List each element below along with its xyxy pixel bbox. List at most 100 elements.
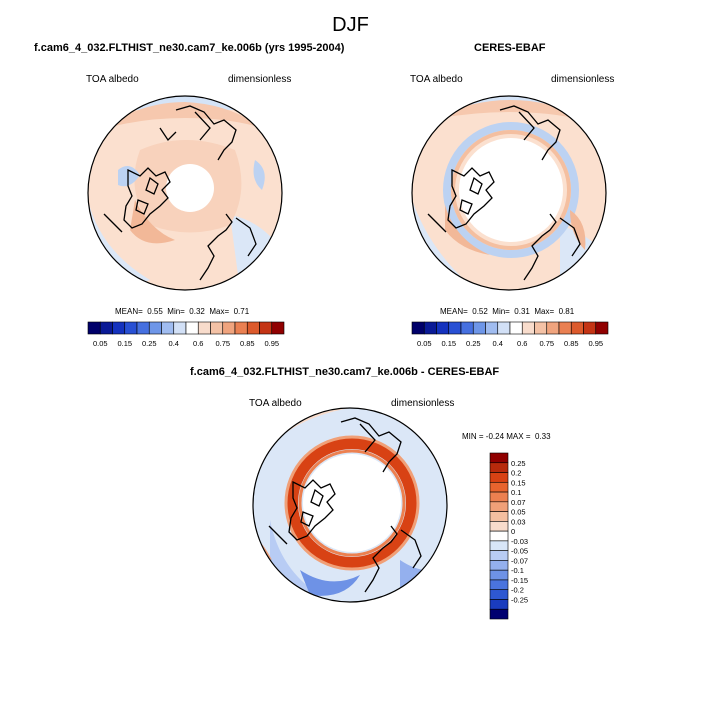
panel1-colorbar-swatch: [173, 321, 187, 335]
panel1-colorbar-tick-label: 0.6: [193, 339, 203, 348]
panel3-colorbar-swatch: [489, 491, 509, 503]
panel1-colorbar-tick-label: 0.15: [117, 339, 132, 348]
panel1-mean: 0.55: [147, 307, 163, 316]
panel3-colorbar-swatch: [489, 608, 509, 620]
panel1-right-label: dimensionless: [228, 74, 292, 85]
panel1-colorbar-swatch: [136, 321, 150, 335]
panel3-colorbar-tick-label: 0.15: [511, 478, 526, 487]
panel1-colorbar-swatch: [210, 321, 224, 335]
panel3-colorbar-tick-label: 0.25: [511, 459, 526, 468]
panel3-colorbar-tick-label: 0.07: [511, 498, 526, 507]
panel2-colorbar-tick-label: 0.15: [441, 339, 456, 348]
panel1-colorbar-swatch: [246, 321, 260, 335]
panel1-colorbar-tick-label: 0.85: [240, 339, 255, 348]
panel1-colorbar-swatch: [222, 321, 236, 335]
panel1-colorbar-swatch: [197, 321, 211, 335]
panel2-max: 0.81: [558, 307, 575, 316]
panel3-colorbar-swatch: [489, 462, 509, 473]
panel1-colorbar-tick-label: 0.4: [169, 339, 179, 348]
panel1-stats: MEAN= 0.55 Min= 0.32 Max= 0.71: [115, 307, 249, 316]
panel1-colorbar-swatch: [271, 321, 285, 335]
panel1-colorbar-swatch: [112, 321, 126, 335]
panel3-colorbar-swatch: [489, 589, 509, 600]
panel1-min: 0.32: [189, 307, 205, 316]
panel1-colorbar-tick-label: 0.25: [142, 339, 157, 348]
panel2-colorbar-swatch: [472, 321, 486, 335]
panel3-max-label: MAX =: [506, 432, 531, 441]
panel3-colorbar-swatch: [489, 579, 509, 591]
panel2-colorbar-swatch: [411, 321, 425, 335]
panel3-colorbar-swatch: [489, 511, 509, 522]
panel2-colorbar-tick-label: 0.85: [564, 339, 579, 348]
panel3-colorbar-swatch: [489, 521, 509, 532]
panel3-colorbar-tick-label: -0.15: [511, 576, 528, 585]
panel3-colorbar-swatch: [489, 560, 509, 571]
panel2-colorbar-tick-label: 0.75: [539, 339, 554, 348]
panel3-min: -0.24: [485, 432, 505, 441]
panel2-colorbar-tick-label: 0.95: [588, 339, 603, 348]
panel3-colorbar-tick-label: 0: [511, 527, 515, 536]
panel3-colorbar-tick-label: 0.2: [511, 469, 521, 478]
panel2-colorbar-swatch: [558, 321, 572, 335]
panel1-colorbar: 0.05 0.15 0.25 0.4 0.6 0.75 0.85 0.95: [87, 321, 285, 348]
panel3-colorbar: 0.250.20.150.10.070.050.030-0.03-0.05-0.…: [489, 452, 528, 620]
panel2-title: CERES-EBAF: [474, 42, 546, 54]
panel3-colorbar-tick-label: 0.05: [511, 508, 526, 517]
panel2-colorbar-tick-label: 0.25: [466, 339, 481, 348]
panel3-colorbar-tick-label: -0.07: [511, 556, 528, 565]
panel1-colorbar-swatch: [99, 321, 113, 335]
panel1-title: f.cam6_4_032.FLTHIST_ne30.cam7_ke.006b (…: [34, 42, 345, 54]
panel2-colorbar-swatch: [521, 321, 535, 335]
panel1-colorbar-swatch: [185, 321, 199, 335]
panel2-colorbar-swatch: [546, 321, 560, 335]
panel3-stats: MIN = -0.24 MAX = 0.33: [462, 432, 551, 441]
panel1-min-label: Min=: [167, 307, 185, 316]
panel2-colorbar-swatch: [509, 321, 523, 335]
panel3-colorbar-swatch: [489, 550, 509, 561]
panel3-colorbar-tick-label: -0.05: [511, 547, 528, 556]
panel1-left-label: TOA albedo: [86, 74, 139, 85]
panel3-colorbar-swatch: [489, 599, 509, 610]
panel3-colorbar-tick-label: -0.2: [511, 586, 524, 595]
panel2-min-label: Min=: [492, 307, 510, 316]
panel2-min: 0.31: [514, 307, 530, 316]
panel3-min-label: MIN =: [462, 432, 484, 441]
panel3-colorbar-tick-label: 0.03: [511, 517, 526, 526]
panel3-colorbar-swatch: [489, 569, 509, 581]
panel2-right-label: dimensionless: [551, 74, 615, 85]
panel2-colorbar-tick-label: 0.05: [417, 339, 432, 348]
panel3-colorbar-swatch: [489, 540, 509, 551]
panel3-left-label: TOA albedo: [249, 398, 302, 409]
panel2-colorbar-swatch: [460, 321, 474, 335]
panel2-colorbar-swatch: [497, 321, 511, 335]
panel3-colorbar-swatch: [489, 472, 509, 483]
panel2-mean: 0.52: [472, 307, 488, 316]
panel2-max-label: Max=: [534, 307, 555, 316]
panel3-colorbar-swatch: [489, 452, 509, 464]
panel2-colorbar-tick-label: 0.6: [517, 339, 527, 348]
panel3-colorbar-swatch: [489, 530, 509, 542]
panel1-colorbar-tick-label: 0.05: [93, 339, 108, 348]
panel2-colorbar-swatch: [570, 321, 584, 335]
panel2-stats: MEAN= 0.52 Min= 0.31 Max= 0.81: [440, 307, 574, 316]
panel3-right-label: dimensionless: [391, 398, 455, 409]
panel3-colorbar-tick-label: -0.1: [511, 566, 524, 575]
panel1-colorbar-swatch: [87, 321, 101, 335]
panel3-colorbar-tick-label: 0.1: [511, 488, 521, 497]
panel2-colorbar: 0.05 0.15 0.25 0.4 0.6 0.75 0.85 0.95: [411, 321, 609, 348]
panel2-left-label: TOA albedo: [410, 74, 463, 85]
panel3-colorbar-swatch: [489, 501, 509, 512]
panel1-max: 0.71: [233, 307, 250, 316]
panel1-colorbar-swatch: [259, 321, 273, 335]
panel1-colorbar-swatch: [161, 321, 175, 335]
panel2-colorbar-swatch: [436, 321, 450, 335]
panel3-max: 0.33: [534, 432, 551, 441]
panel1-mean-label: MEAN=: [115, 307, 143, 316]
panel2-colorbar-swatch: [448, 321, 462, 335]
panel1-colorbar-tick-label: 0.95: [264, 339, 279, 348]
panel2-colorbar-swatch: [423, 321, 437, 335]
panel2-colorbar-swatch: [534, 321, 548, 335]
panel3-colorbar-tick-label: -0.03: [511, 537, 528, 546]
panel2-colorbar-swatch: [485, 321, 499, 335]
